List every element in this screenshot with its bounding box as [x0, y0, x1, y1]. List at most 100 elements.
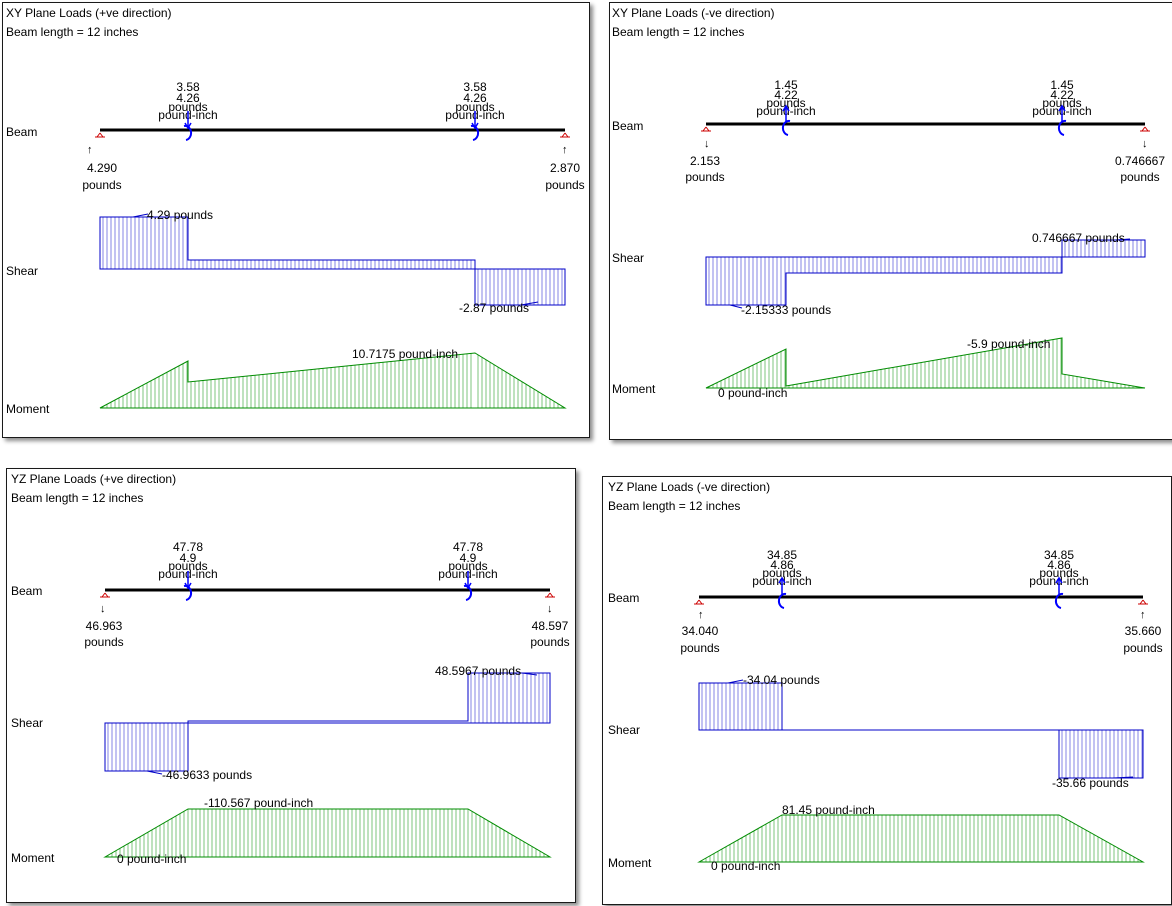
moment-zero-label: 0 pound-inch [711, 859, 780, 873]
reaction-value-right: 48.597 [532, 619, 569, 633]
reaction-arrow-right: ↓ [1142, 138, 1148, 150]
reaction-arrow-left: ↓ [704, 138, 710, 150]
moment-outline [99, 352, 567, 409]
reaction-arrow-right: ↓ [547, 603, 553, 615]
panel-subtitle: Beam length = 12 inches [11, 491, 143, 505]
moment-max-label: 10.7175 pound-inch [352, 347, 458, 361]
reaction-value-left: 4.290 [87, 161, 117, 175]
reaction-unit-left: pounds [680, 641, 719, 655]
shear-region-lower [705, 256, 1063, 306]
shear-max-label: 0.746667 pounds [1032, 231, 1125, 245]
panel-subtitle: Beam length = 12 inches [612, 25, 744, 39]
hatch-fill [1061, 730, 1143, 778]
panel-canvas: XY Plane Loads (+ve direction) Beam leng… [6, 6, 585, 416]
load-point-1: 34.85 4.86 pounds pound-inch [752, 548, 812, 609]
reaction-unit-right: pounds [545, 178, 584, 192]
force-unit: pounds [455, 100, 494, 114]
moment-value: 4.22 [1050, 88, 1074, 102]
moment-max-label: -5.9 pound-inch [967, 337, 1050, 351]
moment-max-label: 81.45 pound-inch [782, 803, 875, 817]
load-point-1: 47.78 4.9 pounds pound-inch [158, 540, 218, 601]
load-point-2: 34.85 4.86 pounds pound-inch [1029, 548, 1089, 609]
force-value: 47.78 [453, 540, 483, 554]
arrow-head-icon [1058, 104, 1066, 112]
curved-arrow-icon [1057, 119, 1067, 136]
force-value: 47.78 [173, 540, 203, 554]
reaction-arrow-left: ↓ [100, 603, 106, 615]
hatch-fill [477, 269, 563, 305]
force-unit: pounds [766, 96, 805, 110]
shear-region-lower [104, 722, 189, 772]
reaction-value-right: 2.870 [550, 161, 580, 175]
force-value: 1.45 [1050, 78, 1074, 92]
shear-diagram [99, 213, 566, 306]
moment-value: 4.86 [770, 558, 794, 572]
moment-row-label: Moment [6, 402, 50, 416]
shear-min-label: -35.66 pounds [1052, 776, 1129, 790]
hatch-fill [701, 815, 1143, 862]
beam-row-label: Beam [608, 591, 639, 605]
hatch-fill [102, 361, 188, 408]
pin-support-icon [100, 592, 110, 598]
reaction-unit-left: pounds [685, 170, 724, 184]
panel-xy-plane-positive: XY Plane Loads (+ve direction) Beam leng… [2, 2, 590, 438]
reaction-arrow-left: ↑ [698, 609, 704, 621]
panel-title: XY Plane Loads (+ve direction) [6, 6, 172, 20]
force-unit: pounds [168, 559, 207, 573]
reaction-value-right: 0.746667 [1115, 154, 1165, 168]
shear-region-lower [1058, 729, 1144, 779]
panel-title: YZ Plane Loads (+ve direction) [11, 472, 176, 486]
curved-arrow-icon [781, 119, 791, 136]
reaction-unit-left: pounds [82, 178, 121, 192]
force-unit: pounds [168, 100, 207, 114]
moment-diagram [103, 808, 552, 858]
moment-value: 4.9 [460, 551, 477, 565]
force-unit: pounds [762, 566, 801, 580]
load-point-2: 1.45 4.22 pounds pound-inch [1032, 78, 1092, 136]
panel-canvas: YZ Plane Loads (-ve direction) Beam leng… [608, 480, 1163, 873]
moment-value: 4.86 [1047, 558, 1071, 572]
shear-max-label: 48.5967 pounds [435, 664, 521, 678]
shear-diagram [698, 679, 1144, 779]
pin-support-icon [1138, 599, 1148, 605]
pin-support-icon [95, 132, 105, 138]
force-value: 3.58 [176, 80, 200, 94]
moment-max-label: -110.567 pound-inch [204, 796, 313, 810]
shear-min-label: -46.9633 pounds [162, 768, 252, 782]
hatch-fill [102, 217, 188, 269]
force-unit: pounds [1042, 96, 1081, 110]
force-value: 1.45 [774, 78, 798, 92]
pin-support-icon [694, 599, 704, 605]
curved-arrow-icon [470, 124, 480, 141]
moment-value: 4.22 [774, 88, 798, 102]
curved-arrow-icon [463, 584, 473, 601]
reaction-unit-left: pounds [84, 635, 123, 649]
force-value: 3.58 [463, 80, 487, 94]
moment-diagram [705, 337, 1146, 389]
beam-row-label: Beam [11, 584, 42, 598]
moment-value: 4.9 [180, 551, 197, 565]
hatch-fill [701, 683, 779, 730]
arrow-head-icon [778, 576, 786, 584]
beam-row-label: Beam [612, 119, 643, 133]
moment-outline [697, 814, 1145, 863]
pin-support-icon [545, 592, 555, 598]
arrow-head-icon [782, 104, 790, 112]
reaction-arrow-right: ↑ [562, 144, 568, 156]
arrow-head-icon [1055, 576, 1063, 584]
panel-yz-plane-negative: YZ Plane Loads (-ve direction) Beam leng… [602, 476, 1172, 905]
shear-row-label: Shear [612, 251, 644, 265]
shear-region-upper [698, 682, 783, 731]
moment-diagram [697, 814, 1145, 863]
shear-diagram [104, 672, 551, 775]
hatch-fill [107, 809, 549, 857]
moment-diagram [99, 352, 567, 409]
panel-title: YZ Plane Loads (-ve direction) [608, 480, 770, 494]
hatch-fill [190, 353, 472, 408]
panel-subtitle: Beam length = 12 inches [608, 499, 740, 513]
shear-min-label: -2.15333 pounds [741, 303, 831, 317]
moment-value: 4.26 [463, 91, 487, 105]
moment-zero-label: 0 pound-inch [718, 386, 787, 400]
hatch-fill [708, 257, 786, 305]
shear-min-label: -2.87 pounds [459, 301, 529, 315]
